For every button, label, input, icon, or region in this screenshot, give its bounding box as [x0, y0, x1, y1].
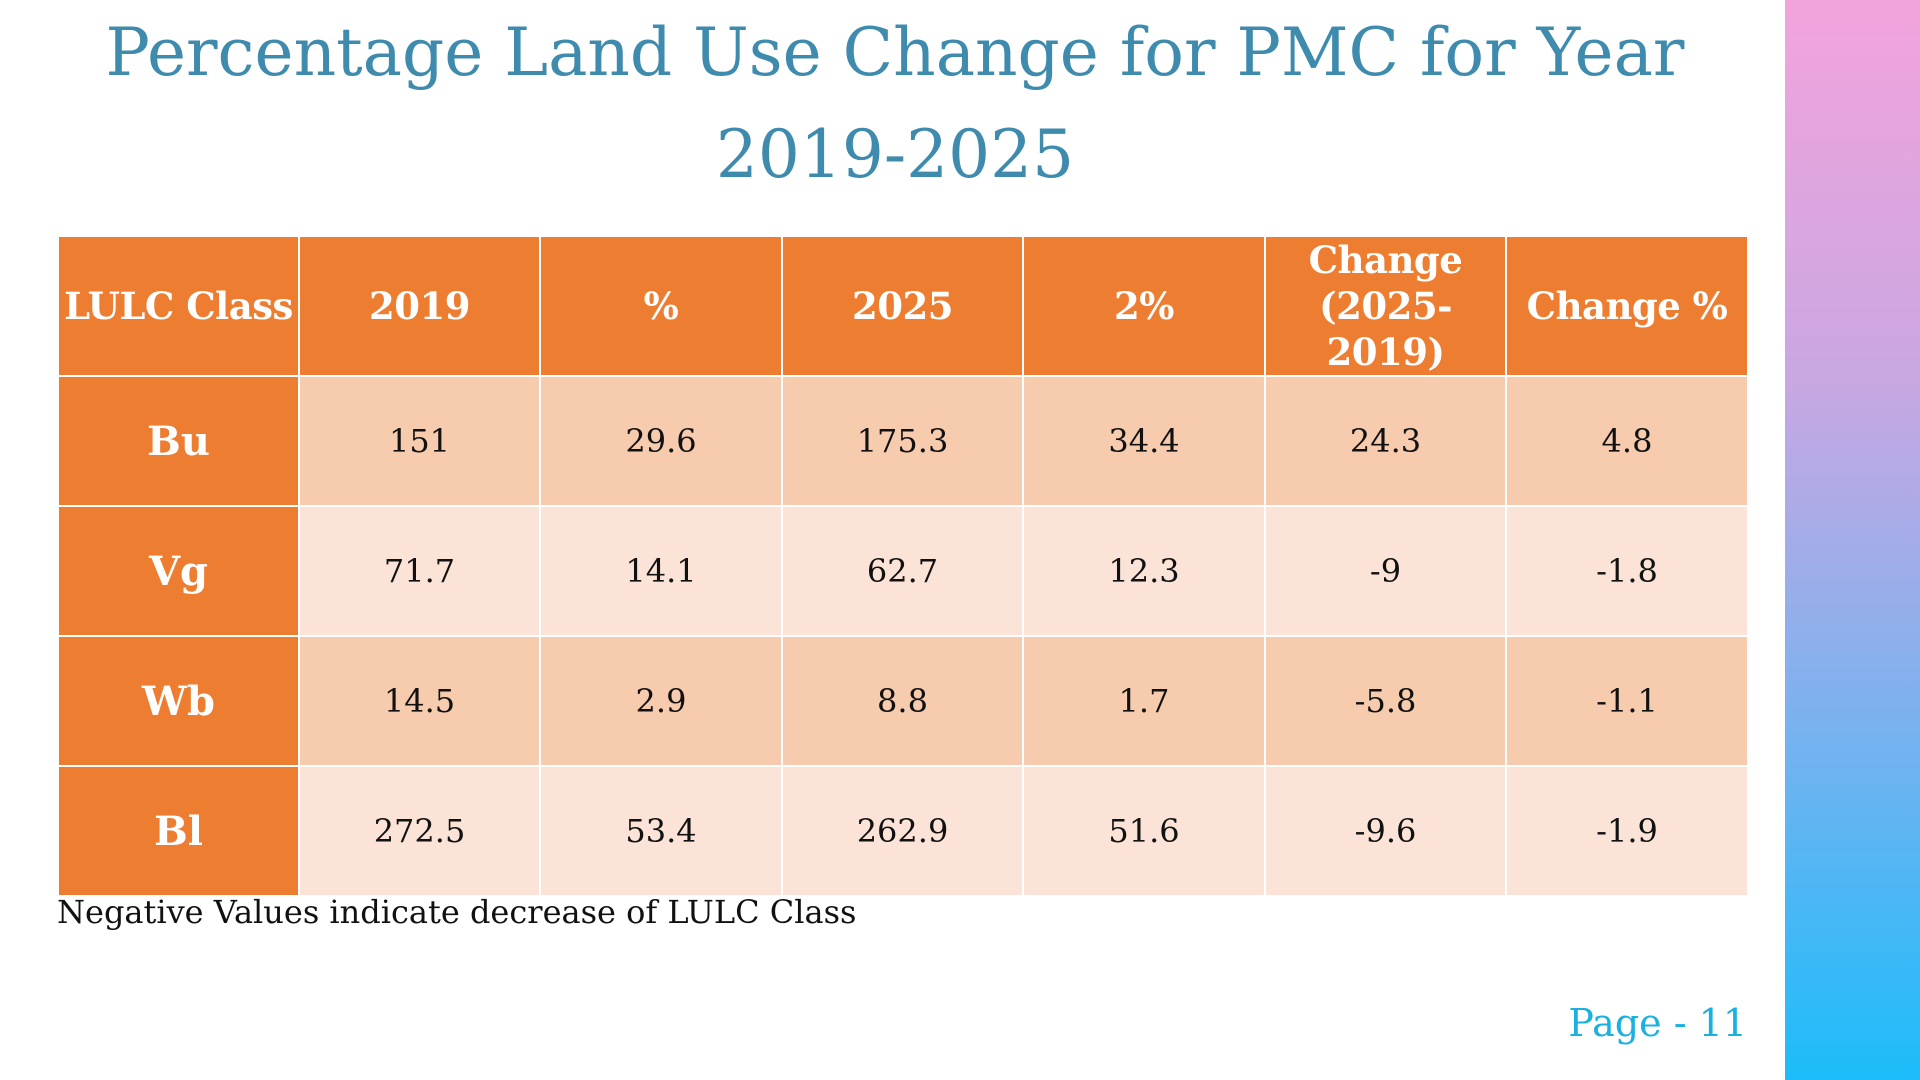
table-row: Bl 272.5 53.4 262.9 51.6 -9.6 -1.9: [57, 765, 1749, 897]
column-header-percent-2019: %: [539, 235, 783, 377]
table-header-row: LULC Class 2019 % 2025 2% Change (2025-2…: [57, 235, 1749, 377]
table-cell: 51.6: [1022, 765, 1266, 897]
table-cell: 71.7: [298, 505, 541, 637]
table-row: Bu 151 29.6 175.3 34.4 24.3 4.8: [57, 375, 1749, 507]
column-header-class: LULC Class: [57, 235, 300, 377]
page-title: Percentage Land Use Change for PMC for Y…: [105, 14, 1685, 193]
table-cell: -1.1: [1505, 635, 1749, 767]
row-class-label: Bu: [57, 375, 300, 507]
row-class-label: Wb: [57, 635, 300, 767]
table-cell: 2.9: [539, 635, 783, 767]
table-cell: -1.9: [1505, 765, 1749, 897]
row-class-label: Bl: [57, 765, 300, 897]
land-use-table: LULC Class 2019 % 2025 2% Change (2025-2…: [57, 235, 1749, 897]
table-cell: 53.4: [539, 765, 783, 897]
table-cell: 272.5: [298, 765, 541, 897]
page-number: Page - 11: [1568, 1001, 1747, 1045]
column-header-2025: 2025: [781, 235, 1024, 377]
column-header-2019: 2019: [298, 235, 541, 377]
table-row: Wb 14.5 2.9 8.8 1.7 -5.8 -1.1: [57, 635, 1749, 767]
table-cell: 4.8: [1505, 375, 1749, 507]
table-cell: -9: [1264, 505, 1507, 637]
table-cell: -9.6: [1264, 765, 1507, 897]
decorative-gradient-bar: [1785, 0, 1920, 1080]
table-cell: 262.9: [781, 765, 1024, 897]
table-footnote: Negative Values indicate decrease of LUL…: [57, 893, 857, 931]
table-cell: 1.7: [1022, 635, 1266, 767]
table-cell: 175.3: [781, 375, 1024, 507]
table-cell: 62.7: [781, 505, 1024, 637]
table-cell: 29.6: [539, 375, 783, 507]
table-cell: 14.5: [298, 635, 541, 767]
row-class-label: Vg: [57, 505, 300, 637]
column-header-change: Change (2025-2019): [1264, 235, 1507, 377]
table-cell: 151: [298, 375, 541, 507]
column-header-percent-2025: 2%: [1022, 235, 1266, 377]
table-cell: 14.1: [539, 505, 783, 637]
table-cell: -5.8: [1264, 635, 1507, 767]
land-use-table-container: LULC Class 2019 % 2025 2% Change (2025-2…: [57, 235, 1749, 897]
table-cell: 34.4: [1022, 375, 1266, 507]
table-cell: 8.8: [781, 635, 1024, 767]
table-cell: 12.3: [1022, 505, 1266, 637]
table-cell: -1.8: [1505, 505, 1749, 637]
column-header-change-percent: Change %: [1505, 235, 1749, 377]
table-cell: 24.3: [1264, 375, 1507, 507]
table-row: Vg 71.7 14.1 62.7 12.3 -9 -1.8: [57, 505, 1749, 637]
